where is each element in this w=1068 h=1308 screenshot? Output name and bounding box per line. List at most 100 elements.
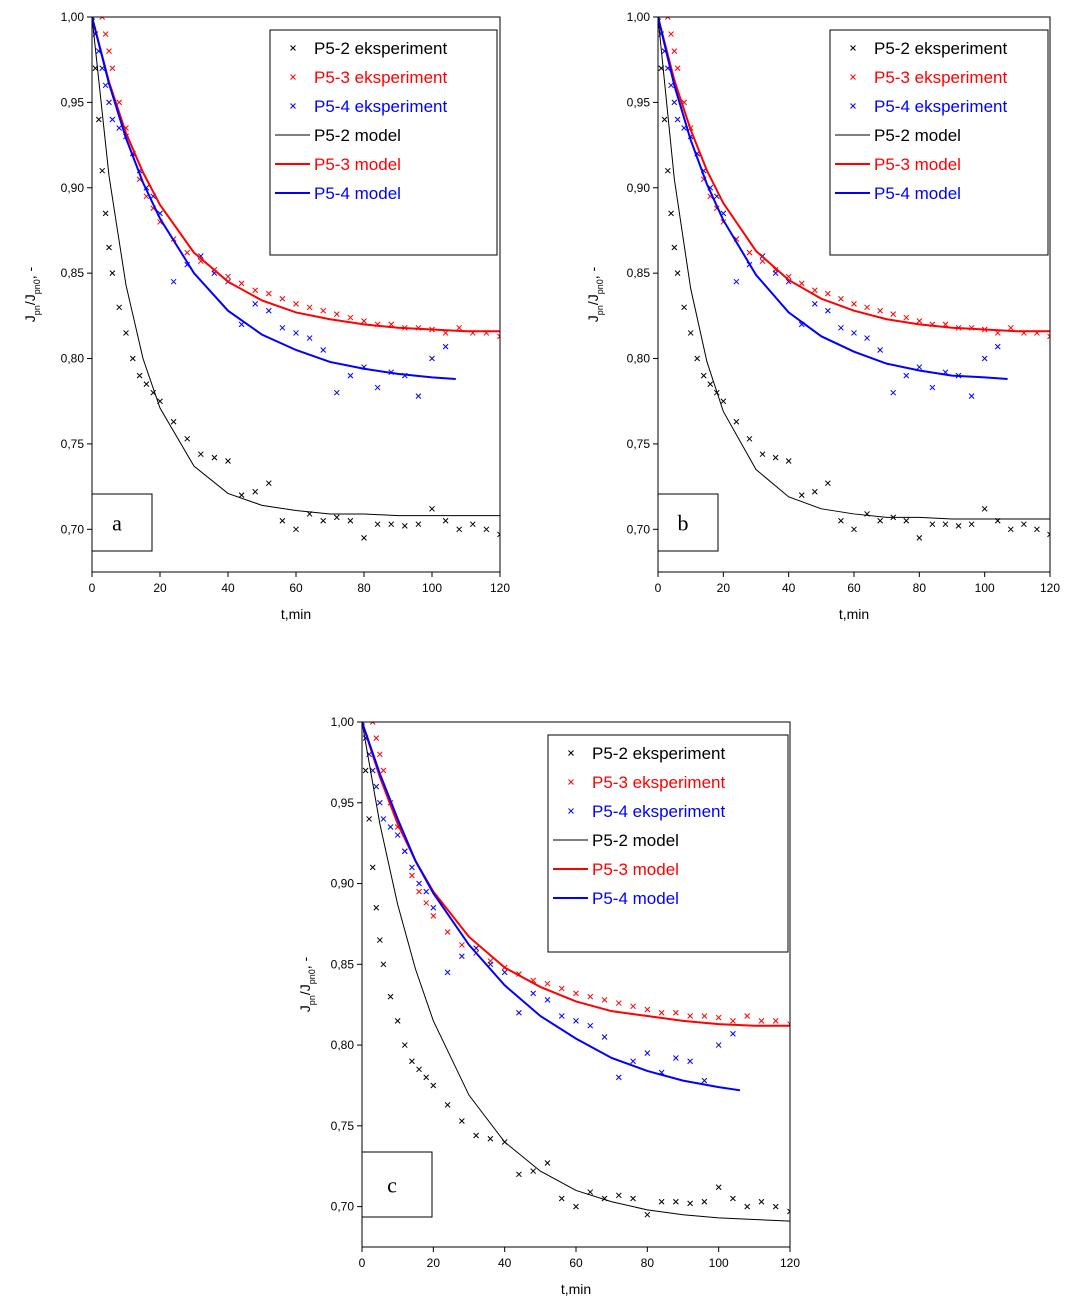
data-point [373, 783, 380, 790]
data-point [1047, 531, 1050, 538]
data-point [687, 330, 694, 336]
data-point [877, 517, 883, 524]
data-point [444, 1101, 451, 1108]
data-point [587, 1022, 594, 1029]
x-tick-label: 120 [490, 581, 510, 595]
data-point [674, 65, 681, 72]
legend-label: P5-3 eksperiment [314, 68, 448, 87]
data-point [785, 458, 792, 464]
data-point [825, 480, 831, 487]
y-tick-label: 1,00 [331, 715, 355, 729]
y-axis-label-part: J [585, 315, 601, 322]
data-point [444, 969, 451, 976]
x-tick-label: 40 [498, 1256, 512, 1270]
y-tick-label: 0,80 [627, 352, 651, 366]
data-point [644, 1050, 651, 1057]
data-point [772, 270, 779, 277]
annotation-box [657, 493, 719, 552]
data-point [320, 517, 327, 524]
data-point [674, 270, 681, 277]
data-point [601, 996, 608, 1003]
legend-label: P5-3 eksperiment [874, 68, 1008, 87]
model-line [658, 17, 1050, 520]
model-line [658, 17, 1050, 333]
data-point [459, 942, 465, 948]
legend-box [829, 29, 1049, 256]
data-point [733, 418, 740, 425]
legend-label: P5-4 model [874, 184, 961, 203]
model-line [362, 722, 790, 1222]
x-tick-label: 80 [913, 581, 927, 595]
data-point [456, 324, 463, 331]
data-point [374, 384, 381, 391]
data-point [333, 514, 340, 521]
data-point [730, 1195, 736, 1202]
data-point [369, 864, 376, 871]
data-point [136, 372, 143, 379]
data-point [347, 372, 354, 379]
y-axis-label-part: , - [22, 266, 38, 279]
data-point [630, 1195, 636, 1202]
data-point [720, 398, 727, 405]
data-point [394, 832, 401, 838]
data-point [416, 1066, 422, 1073]
data-point [415, 521, 422, 528]
data-point [409, 864, 415, 871]
chart-panel: 0,70 0,75 0,80 0,85 0,90 0,95 1,00 0 20 40 60 80 100… [585, 10, 1060, 622]
data-point [630, 1058, 636, 1065]
data-point [916, 318, 923, 324]
data-point [279, 324, 286, 331]
data-point [376, 751, 383, 758]
data-point [968, 393, 975, 399]
data-point [733, 278, 740, 285]
data-point [238, 321, 245, 328]
data-point [715, 1042, 722, 1048]
data-point [671, 244, 678, 251]
data-point [903, 372, 910, 379]
data-point [293, 526, 299, 533]
legend-box [269, 29, 498, 256]
y-axis-label: Jpn/Jpn0, - [585, 266, 605, 322]
y-axis-label-part: pn0 [595, 279, 605, 294]
y-axis-label-part: J [297, 1005, 313, 1012]
data-point [123, 330, 129, 336]
data-point [423, 1074, 430, 1081]
data-point [116, 304, 123, 311]
y-tick-label: 0,90 [331, 877, 355, 891]
y-tick-label: 0,85 [331, 957, 355, 971]
data-point [715, 1014, 722, 1021]
x-tick-label: 60 [289, 581, 303, 595]
legend-marker [568, 808, 574, 814]
plot-area [362, 722, 790, 1222]
data-point [320, 307, 327, 314]
data-point [838, 324, 844, 331]
legend-marker [290, 103, 296, 109]
data-point [430, 912, 437, 919]
data-point [361, 534, 367, 541]
data-point [701, 1013, 708, 1019]
plot-area [658, 17, 1050, 541]
x-tick-label: 100 [709, 1256, 729, 1270]
data-point [615, 1074, 622, 1081]
y-tick-label: 0,85 [627, 266, 651, 280]
data-point [401, 848, 408, 855]
y-axis-label-part: /J [585, 294, 601, 305]
data-point [825, 307, 831, 314]
data-point [293, 330, 299, 336]
data-point [380, 816, 387, 822]
data-point [772, 1017, 779, 1024]
data-point [99, 17, 106, 20]
data-point [673, 1198, 679, 1205]
data-point [320, 347, 327, 353]
data-point [238, 280, 245, 287]
data-point [890, 311, 897, 317]
legend-label: P5-2 eksperiment [592, 744, 726, 763]
y-tick-label: 0,85 [61, 266, 85, 280]
legend-marker [850, 45, 856, 51]
data-point [373, 904, 380, 911]
legend: P5-2 eksperiment P5-3 eksperiment P5-4 eks… [269, 29, 498, 256]
y-tick-label: 0,70 [331, 1200, 355, 1214]
data-point [279, 295, 286, 302]
annotation-box [361, 1151, 433, 1218]
data-point [265, 290, 272, 297]
